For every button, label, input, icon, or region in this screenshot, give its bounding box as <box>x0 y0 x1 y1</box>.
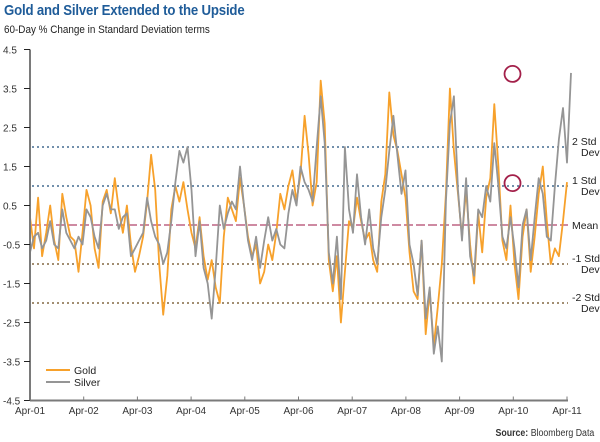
legend-label-silver: Silver <box>74 377 101 389</box>
reference-label: 2 Std Dev <box>572 136 600 159</box>
source-note: Source: Bloomberg Data <box>495 428 594 439</box>
x-tick-label: Apr-04 <box>176 406 206 417</box>
y-tick-label: 0.5 <box>3 202 17 213</box>
reference-label: -2 Std Dev <box>572 292 600 315</box>
x-tick-label: Apr-03 <box>122 406 152 417</box>
reference-label: Mean <box>572 220 598 232</box>
y-tick-label: 2.5 <box>3 124 17 135</box>
y-tick-label: -2.5 <box>3 319 21 330</box>
x-tick-label: Apr-11 <box>552 406 582 417</box>
y-tick-label: -0.5 <box>3 241 21 252</box>
x-tick-label: Apr-01 <box>15 406 45 417</box>
x-tick-label: Apr-10 <box>498 406 528 417</box>
y-tick-label: 1.5 <box>3 163 17 174</box>
y-tick-label: -3.5 <box>3 358 21 369</box>
highlight-circle-gold <box>503 174 522 193</box>
highlight-circle-silver <box>503 65 522 83</box>
y-tick-label: -4.5 <box>3 397 21 408</box>
x-tick-label: Apr-05 <box>230 406 260 417</box>
y-tick-label: -1.5 <box>3 280 21 291</box>
series-line-gold <box>29 79 568 347</box>
source-text: Bloomberg Data <box>530 428 594 439</box>
y-tick-label: 4.5 <box>3 46 17 57</box>
x-tick-label: Apr-07 <box>337 406 367 417</box>
chart-title: Gold and Silver Extended to the Upside <box>4 2 245 19</box>
legend-label-gold: Gold <box>74 365 96 377</box>
annotations <box>503 65 522 193</box>
source-label: Source: <box>495 428 528 439</box>
x-tick-label: Apr-02 <box>69 406 99 417</box>
y-tick-label: 3.5 <box>3 85 17 96</box>
series-lines <box>29 72 572 363</box>
chart-subtitle: 60-Day % Change in Standard Deviation te… <box>4 24 210 36</box>
reference-labels: 2 Std Dev 1 Std Dev Mean -1 Std Dev -2 Std Dev <box>572 136 600 315</box>
x-tick-label: Apr-06 <box>283 406 313 417</box>
reference-label: 1 Std Dev <box>572 175 600 198</box>
axes: 4.53.52.51.50.5-0.5-1.5-2.5-3.5-4.5Apr-0… <box>3 46 582 418</box>
x-tick-label: Apr-09 <box>445 406 475 417</box>
reference-label: -1 Std Dev <box>572 253 600 276</box>
x-tick-label: Apr-08 <box>391 406 421 417</box>
series-line-silver <box>29 72 572 363</box>
